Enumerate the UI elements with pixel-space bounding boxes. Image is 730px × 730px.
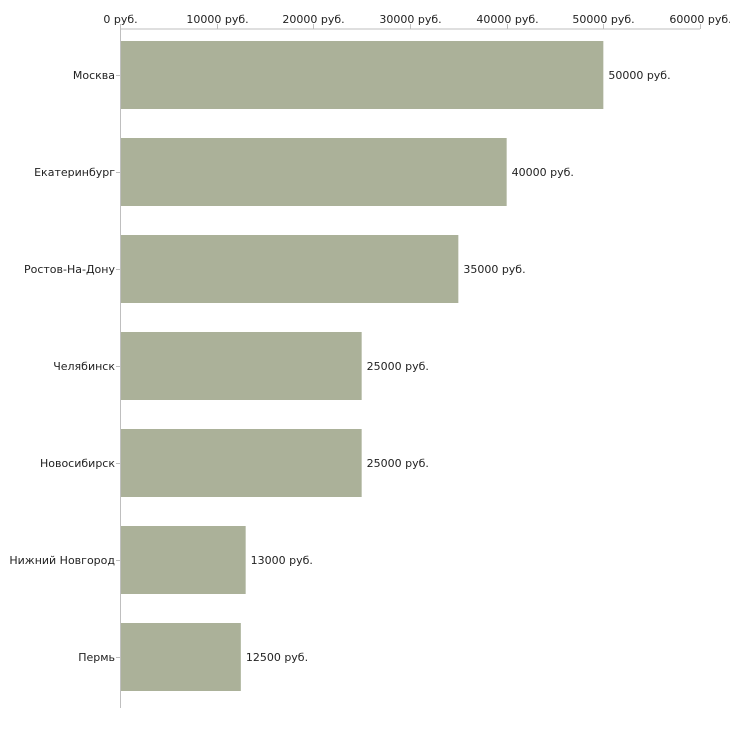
data-label: 40000 руб. [512, 166, 574, 179]
x-tick-label: 20000 руб. [282, 13, 344, 26]
bars: 50000 руб. 40000 руб. 35000 руб. 25000 руб.… [121, 41, 671, 691]
data-label: 35000 руб. [463, 263, 525, 276]
bar [121, 332, 362, 400]
data-label: 25000 руб. [367, 360, 429, 373]
x-tick-label: 50000 руб. [572, 13, 634, 26]
x-tick-label: 40000 руб. [476, 13, 538, 26]
category-label: Пермь [78, 651, 115, 664]
category-label: Челябинск [53, 360, 115, 373]
data-label: 13000 руб. [251, 554, 313, 567]
bar [121, 138, 507, 206]
bar [121, 235, 459, 303]
category-label: Нижний Новгород [9, 554, 115, 567]
x-tick-label: 10000 руб. [186, 13, 248, 26]
category-label: Москва [73, 69, 115, 82]
category-label: Новосибирск [40, 457, 115, 470]
bar [121, 526, 246, 594]
x-axis: 0 руб. 10000 руб. 20000 руб. 30000 руб. 4000… [103, 13, 730, 30]
x-tick-label: 60000 руб. [669, 13, 730, 26]
data-label: 12500 руб. [246, 651, 308, 664]
category-label: Ростов-На-Дону [24, 263, 115, 276]
category-label: Екатеринбург [34, 166, 115, 179]
data-label: 50000 руб. [608, 69, 670, 82]
x-tick-label: 30000 руб. [379, 13, 441, 26]
bar [121, 41, 604, 109]
bar [121, 429, 362, 497]
y-axis: Москва Екатеринбург Ростов-На-Дону Челябинс… [9, 29, 121, 708]
x-tick-label: 0 руб. [103, 13, 137, 26]
bar [121, 623, 241, 691]
data-label: 25000 руб. [367, 457, 429, 470]
